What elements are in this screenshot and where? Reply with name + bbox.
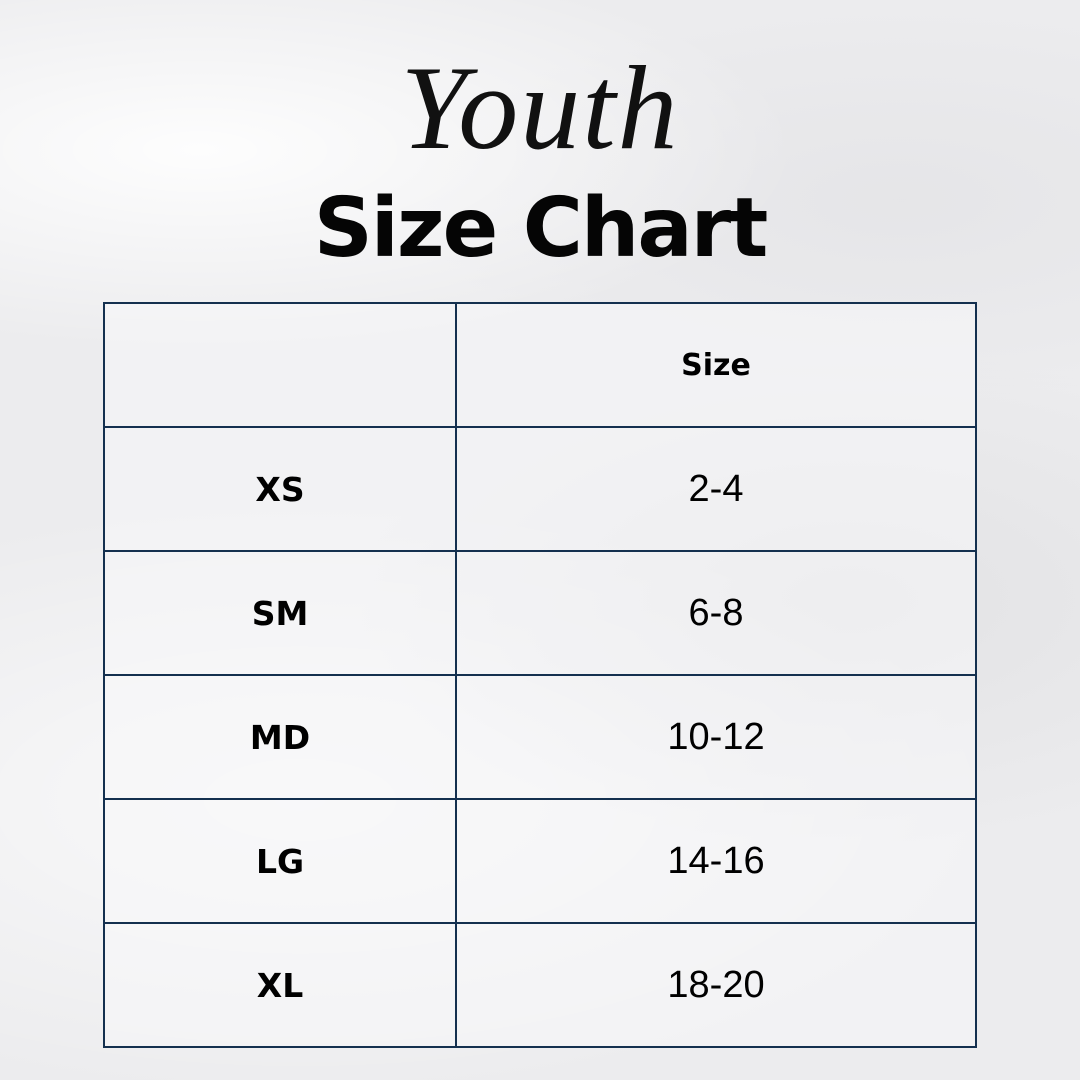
table-row: MD 10-12 (103, 674, 977, 800)
script-heading: Youth (400, 41, 680, 174)
table-row: XS 2-4 (103, 426, 977, 552)
header-cell-size: Size (455, 302, 977, 428)
size-range: 10-12 (455, 674, 977, 800)
size-range: 18-20 (455, 922, 977, 1048)
size-range: 2-4 (455, 426, 977, 552)
table-header-row: Size (103, 302, 977, 428)
size-range: 14-16 (455, 798, 977, 924)
size-code: XS (103, 426, 457, 552)
size-table: Size XS 2-4 SM 6-8 MD 10-12 LG 14-16 XL … (103, 302, 977, 1048)
table-row: XL 18-20 (103, 922, 977, 1048)
header-cell-label (103, 302, 457, 428)
table-row: SM 6-8 (103, 550, 977, 676)
size-code: MD (103, 674, 457, 800)
table-row: LG 14-16 (103, 798, 977, 924)
size-range: 6-8 (455, 550, 977, 676)
page-title: Size Chart (313, 181, 769, 276)
size-code: LG (103, 798, 457, 924)
size-code: SM (103, 550, 457, 676)
size-code: XL (103, 922, 457, 1048)
